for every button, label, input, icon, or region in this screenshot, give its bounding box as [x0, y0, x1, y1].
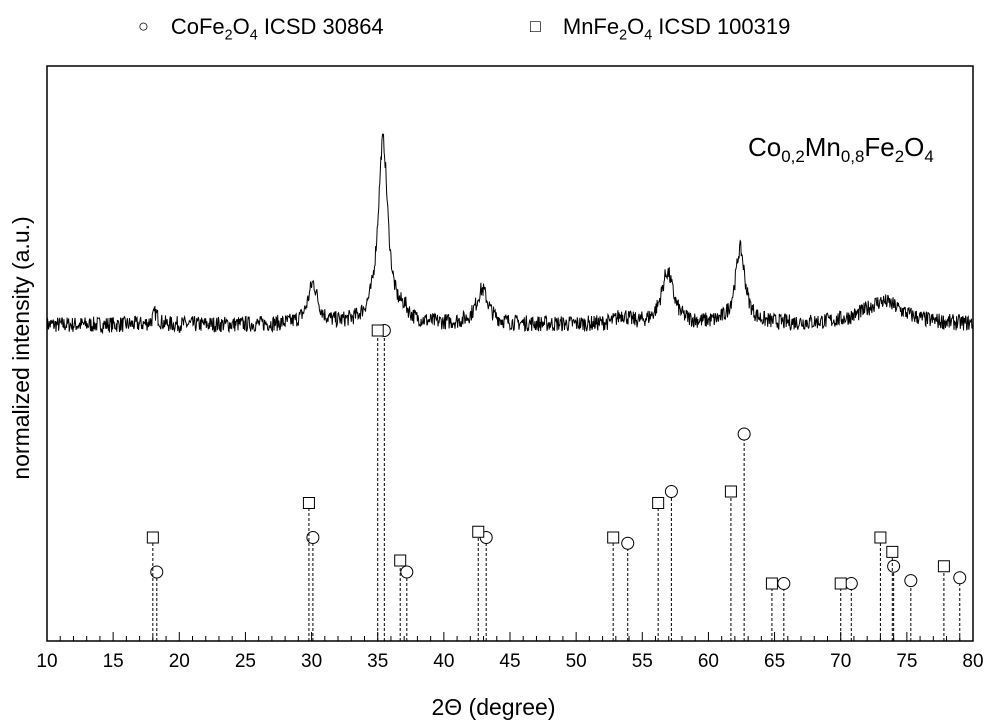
- mnfe2o4-peak-marker: [607, 531, 620, 544]
- xrd-pattern-line: [46, 133, 973, 335]
- cofe2o4-peak-marker: [953, 571, 967, 585]
- x-tick-label: 25: [235, 651, 256, 672]
- mnfe2o4-peak-marker: [472, 525, 485, 538]
- cofe2o4-peak-marker: [664, 485, 678, 498]
- cofe2o4-peak-marker: [844, 577, 858, 590]
- cofe2o4-peak-marker: [737, 427, 751, 441]
- x-tick-label: 35: [367, 651, 388, 672]
- cofe2o4-peak-marker: [621, 536, 635, 550]
- mnfe2o4-peak-marker: [874, 531, 887, 544]
- legend-item-cofe2o4: ○ CoFe2O4 ICSD 30864: [138, 14, 384, 43]
- mnfe2o4-peak-marker: [724, 485, 737, 498]
- cofe2o4-peak-marker: [887, 559, 901, 573]
- mnfe2o4-peak-marker: [146, 531, 159, 544]
- x-tick-label: 80: [962, 651, 983, 672]
- mnfe2o4-peak-marker: [937, 560, 950, 573]
- x-tick-label: 10: [36, 651, 57, 672]
- mnfe2o4-peak-marker: [652, 497, 665, 509]
- x-tick-label: 15: [103, 651, 124, 672]
- x-tick-label: 75: [896, 651, 917, 672]
- circle-marker-icon: ○: [138, 16, 149, 36]
- mnfe2o4-peak-marker: [302, 497, 315, 509]
- mnfe2o4-peak-marker: [371, 324, 384, 337]
- cofe2o4-peak-marker: [400, 565, 414, 579]
- sample-label: Co0,2Mn0,8Fe2O4: [748, 132, 934, 167]
- x-tick-label: 65: [764, 651, 785, 672]
- x-tick-label: 30: [301, 651, 322, 672]
- mnfe2o4-peak-marker: [765, 577, 778, 590]
- legend-label-cofe2o4: CoFe2O4 ICSD 30864: [170, 14, 384, 44]
- legend-item-mnfe2o4: □ MnFe2O4 ICSD 100319: [530, 14, 790, 43]
- x-tick-label: 60: [698, 651, 719, 672]
- legend-label-mnfe2o4: MnFe2O4 ICSD 100319: [562, 14, 791, 44]
- x-axis-ticks: 10 15 20 25 30 35 40 45 50 55 60 65 70 75 80: [36, 632, 984, 672]
- x-axis-label: 2Θ (degree): [431, 694, 556, 720]
- y-axis-label: normalized intensity (a.u.): [8, 216, 34, 480]
- x-tick-label: 50: [566, 651, 587, 672]
- cofe2o4-peak-marker: [150, 565, 164, 579]
- cofe2o4-peak-marker: [904, 574, 918, 588]
- reference-pattern-layer: [146, 324, 967, 641]
- x-tick-label: 40: [433, 651, 454, 672]
- x-tick-label: 45: [499, 651, 520, 672]
- cofe2o4-peak-marker: [777, 577, 791, 590]
- x-tick-label: 20: [169, 651, 190, 672]
- mnfe2o4-peak-marker: [886, 545, 899, 558]
- cofe2o4-peak-marker: [306, 531, 320, 544]
- x-tick-label: 55: [632, 651, 653, 672]
- mnfe2o4-peak-marker: [394, 554, 407, 567]
- x-tick-label: 70: [830, 651, 851, 672]
- mnfe2o4-peak-marker: [834, 577, 847, 590]
- square-marker-icon: □: [530, 16, 541, 36]
